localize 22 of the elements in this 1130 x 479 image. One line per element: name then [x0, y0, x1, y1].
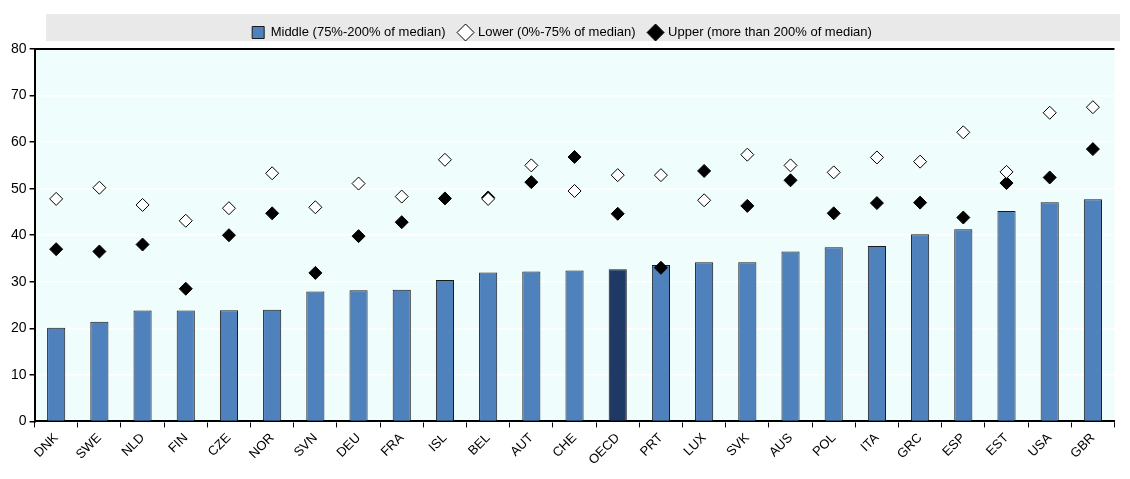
legend-label: Upper (more than 200% of median)	[668, 24, 872, 40]
legend-label: Lower (0%-75% of median)	[478, 24, 636, 40]
legend-label: Middle (75%-200% of median)	[270, 24, 446, 40]
y-tick-label: 40	[10, 226, 27, 243]
y-tick-label: 30	[10, 272, 27, 289]
x-tick-label: SVK	[722, 429, 753, 459]
x-tick-label: BEL	[464, 429, 493, 458]
x-tick-label: CZE	[204, 429, 234, 459]
x-tick-label: FRA	[377, 429, 407, 459]
x-tick-label: USA	[1024, 429, 1055, 460]
y-tick-label: 50	[10, 179, 27, 196]
x-tick-label: ISL	[425, 429, 450, 455]
y-tick-label: 60	[10, 132, 27, 149]
y-tick-label: 0	[18, 412, 27, 429]
y-tick-label: 10	[10, 365, 27, 382]
y-tick-label: 20	[10, 319, 27, 336]
x-tick-label: ITA	[857, 429, 882, 455]
x-tick-label: FIN	[164, 429, 191, 456]
y-tick-label: 80	[10, 39, 27, 56]
x-tick-label: POL	[809, 429, 839, 459]
x-tick-label: NLD	[118, 429, 148, 459]
y-tick-label: 70	[10, 86, 27, 103]
